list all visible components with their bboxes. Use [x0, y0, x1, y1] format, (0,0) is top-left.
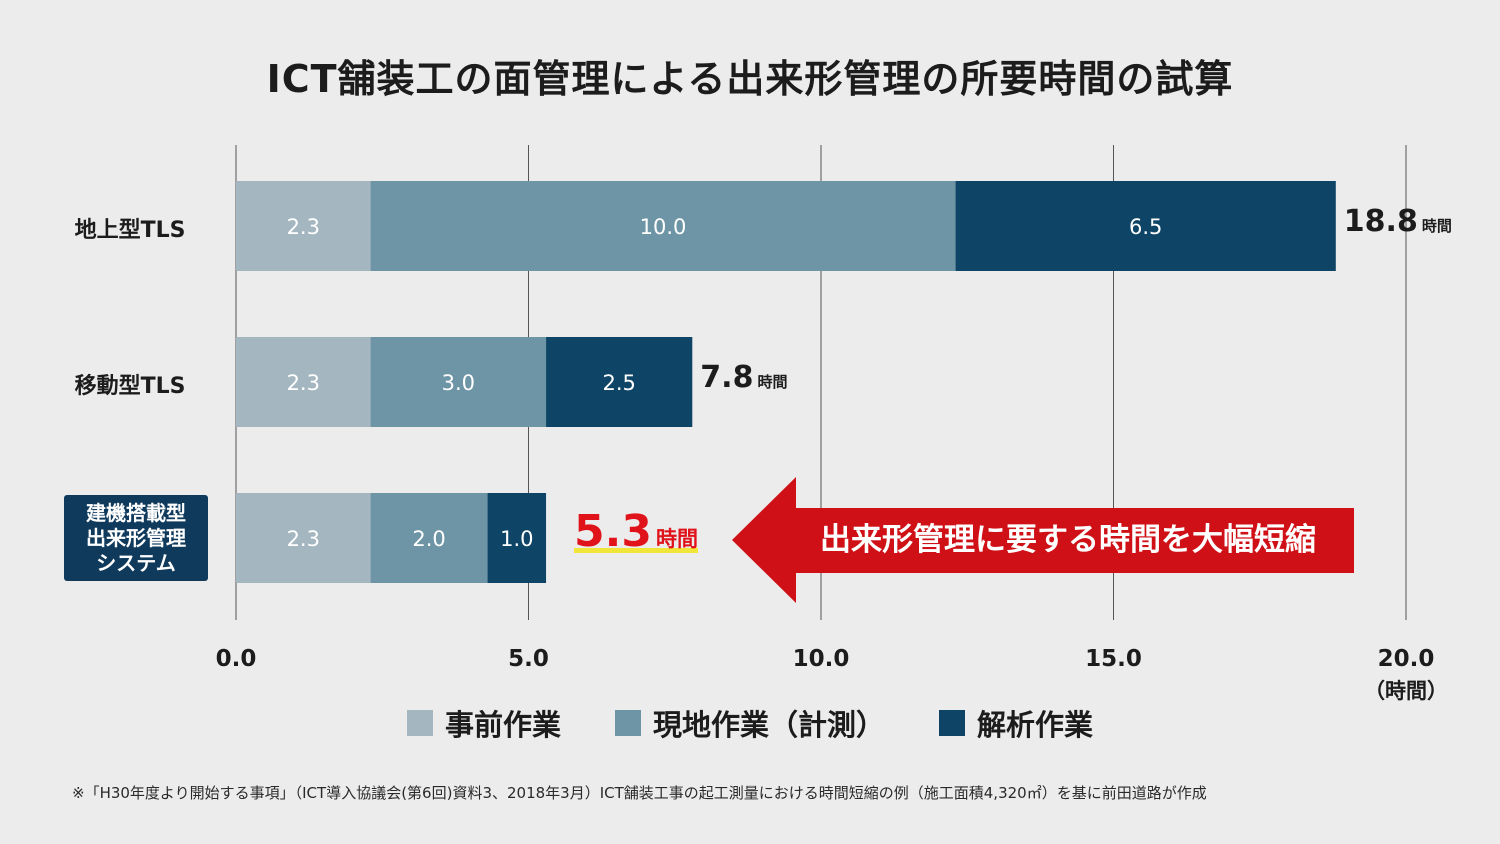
bar-value-label: 2.5 [602, 371, 635, 395]
legend-swatch [614, 710, 641, 736]
total-label-mobile-tls: 7.8 時間 [700, 360, 787, 395]
total-unit: 時間 [656, 527, 698, 551]
category-label-ground-tls: 地上型TLS [74, 218, 186, 243]
x-tick-label: 20.0 [1378, 646, 1435, 672]
category-label-mobile-tls: 移動型TLS [74, 374, 186, 399]
category-label-machine-mounted-system: 建機搭載型 出来形管理 システム [64, 495, 208, 581]
x-tick-label: 0.0 [216, 646, 257, 672]
annotation-text: 出来形管理に要する時間を大幅短縮 [820, 522, 1316, 558]
bar-segment [236, 337, 371, 427]
total-value: 18.8 [1343, 204, 1418, 239]
bar-value-label: 6.5 [1129, 215, 1162, 239]
bar-segment [955, 181, 1336, 271]
total-value: 5.3 [574, 506, 652, 557]
bar-segment [370, 181, 956, 271]
x-tick-label: 10.0 [793, 646, 850, 672]
bar-segment [546, 337, 693, 427]
bar-segment [487, 493, 547, 583]
legend-label: 解析作業 [977, 708, 1094, 742]
total-unit: 時間 [1421, 217, 1452, 235]
x-tick-label: 5.0 [508, 646, 549, 672]
legend-swatch [406, 710, 433, 736]
bar-value-label: 2.3 [287, 371, 320, 395]
bar-segment [236, 493, 371, 583]
legend-swatch [939, 710, 965, 736]
annotation-arrow [732, 477, 1354, 603]
bar-segment [370, 493, 488, 583]
legend-item-preparation: 事前作業 [406, 702, 561, 744]
total-label-machine-mounted-system: 5.3 時間 [574, 506, 698, 557]
bar-value-label: 1.0 [500, 527, 533, 551]
bar-value-label: 10.0 [640, 215, 687, 239]
total-unit: 時間 [757, 373, 788, 391]
bar-segment [370, 337, 547, 427]
bar-value-label: 3.0 [442, 371, 475, 395]
bar-value-label: 2.3 [287, 527, 320, 551]
legend-item-field-measurement: 現地作業（計測） [614, 702, 885, 744]
legend-label: 事前作業 [444, 708, 561, 742]
legend-label: 現地作業（計測） [652, 708, 885, 742]
source-footnote: ※「H30年度より開始する事項」（ICT導入協議会(第6回)資料3、2018年3… [72, 784, 1207, 802]
x-axis-unit-label: （時間） [1364, 679, 1448, 703]
bar-segment [236, 181, 371, 271]
total-label-ground-tls: 18.8 時間 [1344, 204, 1452, 239]
bar-value-label: 2.3 [287, 215, 320, 239]
chart-legend: 事前作業 現地作業（計測） 解析作業 [0, 702, 1500, 744]
x-tick-label: 15.0 [1085, 646, 1142, 672]
legend-item-analysis: 解析作業 [939, 702, 1093, 744]
chart-title: ICT舗装工の面管理による出来形管理の所要時間の試算 [266, 57, 1234, 101]
bar-value-label: 2.0 [412, 527, 445, 551]
total-value: 7.8 [700, 360, 754, 395]
